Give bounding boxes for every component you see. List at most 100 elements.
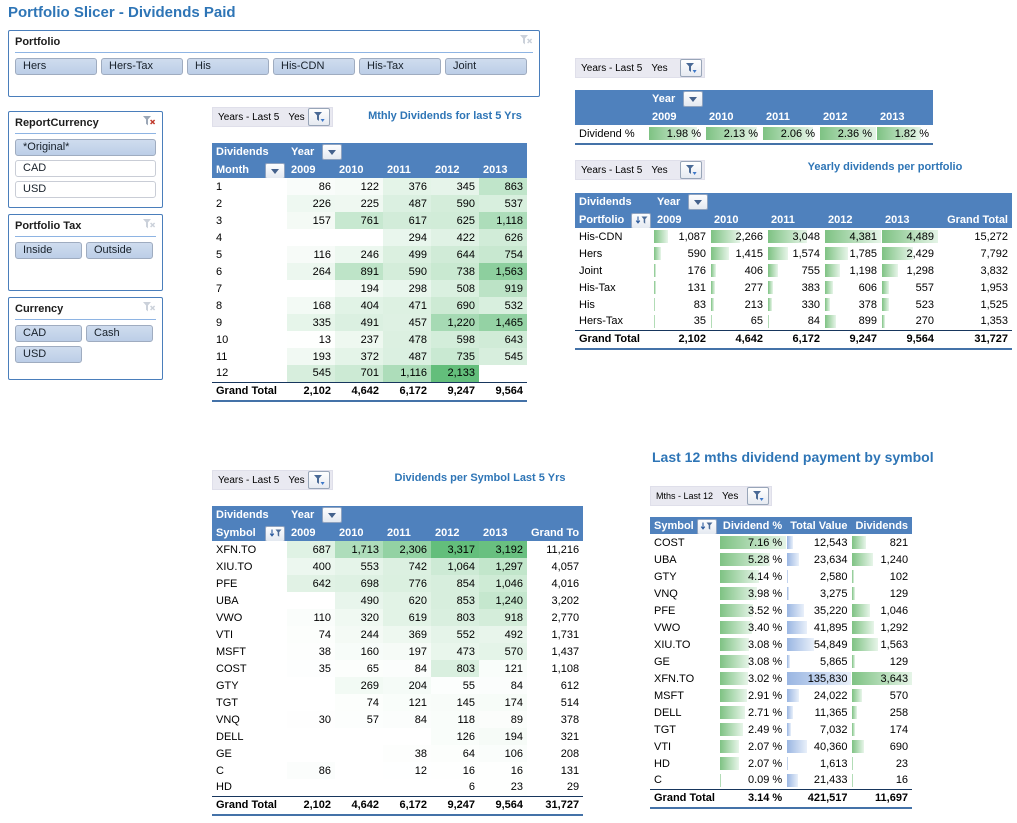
filter-label: Years - Last 5 <box>581 63 642 74</box>
value-cell <box>335 745 383 762</box>
last12-row-xiu-to: XIU.TO3.08 %54,8491,563 <box>650 636 912 653</box>
value-cell: 194 <box>479 728 527 745</box>
row-total-cell: 1,108 <box>527 660 583 677</box>
funnel-x-icon <box>142 218 156 230</box>
grand-total-cell: 9,247 <box>431 382 479 399</box>
data-bar <box>720 774 721 787</box>
value-cell: 553 <box>335 558 383 575</box>
slicer-button-original[interactable]: *Original* <box>15 139 156 156</box>
value-cell: 3,048 <box>767 228 824 245</box>
col-header-2013: 2013 <box>479 161 527 178</box>
slicer-button-outside[interactable]: Outside <box>86 242 153 259</box>
last12-row-ge: GE3.08 %5,865129 <box>650 653 912 670</box>
value-cell: 4,381 <box>824 228 881 245</box>
slicer-button-his-tax[interactable]: His-Tax <box>359 58 441 75</box>
slicer-button-cash[interactable]: Cash <box>86 325 153 342</box>
data-bar <box>852 740 863 753</box>
cell-value: 1,087 <box>678 231 706 243</box>
value-cell <box>287 592 335 609</box>
value-cell: 508 <box>431 280 479 297</box>
portfolio-header-row-1: DividendsYear <box>575 193 1012 211</box>
slicer-button-his-cdn[interactable]: His-CDN <box>273 58 355 75</box>
cell-value: 1,574 <box>792 248 820 260</box>
filter-funnel-button[interactable] <box>308 471 330 489</box>
data-bar <box>768 264 778 277</box>
symbol-sort-filter-button[interactable] <box>697 519 717 534</box>
symbol-sort-filter-button[interactable] <box>265 526 285 541</box>
data-bar <box>825 298 830 311</box>
slicer-button-cad[interactable]: CAD <box>15 325 82 342</box>
portfolio-sort-filter-button[interactable] <box>631 213 651 228</box>
symbol-pivot: DividendsYearSymbol 20092010201120122013… <box>212 506 583 816</box>
row-label: VWO <box>650 619 719 636</box>
value-cell <box>287 677 335 694</box>
year-dropdown-button[interactable] <box>322 507 342 523</box>
value-cell: 803 <box>431 660 479 677</box>
symbol-row-uba: UBA4906208531,2403,202 <box>212 592 583 609</box>
symbol-header-row-1: DividendsYear <box>212 506 583 524</box>
data-bar <box>852 757 853 770</box>
cell-value: 7.16 % <box>748 537 782 549</box>
value-cell: 23 <box>479 779 527 796</box>
value-cell: 1,563 <box>479 263 527 280</box>
monthly-table-title: Mthly Dividends for last 5 Yrs <box>345 110 545 122</box>
cell-value: 7,032 <box>820 724 848 736</box>
monthly-row-7: 7194298508919 <box>212 280 527 297</box>
month-field-header: Month <box>212 161 287 178</box>
grand-total-cell: 31,727 <box>938 330 1012 347</box>
slicer-button-hers[interactable]: Hers <box>15 58 97 75</box>
portfolio-row-hers: Hers5901,4151,5741,7852,4297,792 <box>575 245 1012 262</box>
slicer-button-his[interactable]: His <box>187 58 269 75</box>
filter-funnel-button[interactable] <box>680 161 702 179</box>
value-cell: 2.06 % <box>762 125 819 142</box>
cell-value: 606 <box>859 282 877 294</box>
filter-funnel-button[interactable] <box>308 108 330 126</box>
filter-funnel-button[interactable] <box>680 59 702 77</box>
value-cell: 35 <box>287 660 335 677</box>
slicer-button-inside[interactable]: Inside <box>15 242 82 259</box>
value-cell: 2,306 <box>383 541 431 558</box>
value-cell <box>479 365 527 382</box>
funnel-icon <box>685 62 697 74</box>
year-dropdown-button[interactable] <box>322 144 342 160</box>
months-filter-last12: Mths - Last 12 Yes <box>650 486 772 506</box>
dividend-pct-pivot: Year20092010201120122013Dividend %1.98 %… <box>575 90 933 145</box>
month-dropdown-button[interactable] <box>265 163 285 178</box>
symbol-row-msft: MSFT381601974735701,437 <box>212 643 583 660</box>
clear-filter-icon[interactable] <box>519 33 533 51</box>
row-field-label: Symbol <box>216 527 256 539</box>
corner-label: Dividends <box>212 143 287 161</box>
value-cell: 755 <box>767 262 824 279</box>
slicer-button-usd[interactable]: USD <box>15 181 156 198</box>
value-cell: 12 <box>383 762 431 779</box>
slicer-button-cad[interactable]: CAD <box>15 160 156 177</box>
cell-value: 3.40 % <box>748 622 782 634</box>
slicer-button-usd[interactable]: USD <box>15 346 82 363</box>
value-cell: 3.98 % <box>719 585 786 602</box>
last12-grand-total-row: Grand Total3.14 %421,51711,697 <box>650 789 912 806</box>
funnel-x-icon <box>519 34 533 46</box>
slicer-button-hers-tax[interactable]: Hers-Tax <box>101 58 183 75</box>
year-dropdown-button[interactable] <box>688 194 708 210</box>
row-label: GE <box>650 653 719 670</box>
clear-filter-icon[interactable] <box>142 114 156 132</box>
row-label: DELL <box>650 704 719 721</box>
filter-value: Yes <box>722 491 747 502</box>
data-bar <box>787 723 790 736</box>
value-cell <box>335 728 383 745</box>
year-dropdown-button[interactable] <box>683 91 703 107</box>
data-bar <box>825 281 833 294</box>
filter-funnel-button[interactable] <box>747 487 769 505</box>
clear-filter-icon[interactable] <box>142 217 156 235</box>
cell-value: 4,381 <box>849 231 877 243</box>
symbol-row-pfe: PFE6426987768541,0464,016 <box>212 575 583 592</box>
value-cell: 1.82 % <box>876 125 933 142</box>
clear-filter-icon[interactable] <box>142 300 156 318</box>
grand-total-cell: 2,102 <box>287 796 335 813</box>
year-field-header: Year <box>287 143 527 161</box>
row-total-cell: 131 <box>527 762 583 779</box>
grand-total-cell: 2,102 <box>653 330 710 347</box>
slicer-button-joint[interactable]: Joint <box>445 58 527 75</box>
row-label: UBA <box>650 551 719 568</box>
row-label: XIU.TO <box>212 558 287 575</box>
